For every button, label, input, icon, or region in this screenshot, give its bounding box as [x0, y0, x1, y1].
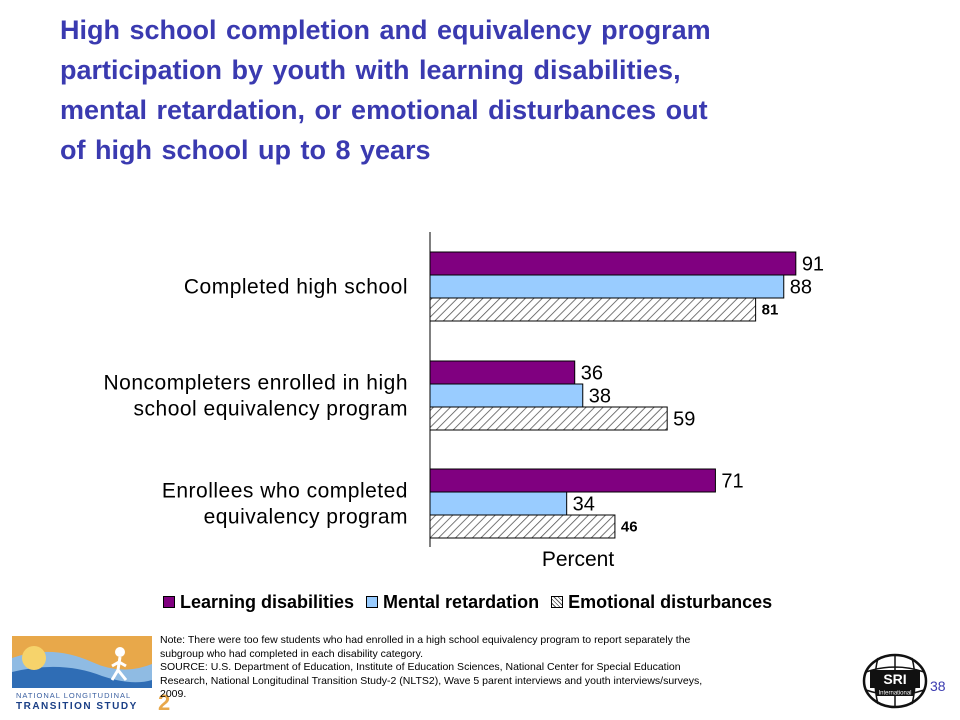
category-label: school equivalency program: [134, 398, 408, 421]
bar: [429, 491, 568, 516]
category-label: Completed high school: [184, 276, 408, 299]
x-axis-title: Percent: [542, 548, 615, 571]
logo-line2: TRANSITION STUDY: [16, 701, 138, 712]
note-line: Note: There were too few students who ha…: [160, 634, 691, 646]
data-label: 36: [581, 363, 603, 385]
legend-item-mental-retardation: Mental retardation: [366, 592, 539, 613]
sri-logo-subtext: International: [878, 691, 911, 697]
note-line: Research, National Longitudinal Transiti…: [160, 674, 703, 687]
legend-swatch: [551, 596, 564, 608]
nlts2-logo: NATIONAL LONGITUDINAL TRANSITION STUDY 2: [12, 636, 170, 712]
data-label: 59: [673, 409, 695, 431]
logo-line1: NATIONAL LONGITUDINAL: [16, 691, 131, 700]
legend-swatch: [163, 596, 175, 608]
slide-title: High school completion and equivalency p…: [60, 10, 940, 170]
sri-logo-text: SRI: [883, 671, 906, 687]
note-line: subgroup who had completed in each disab…: [160, 647, 424, 660]
bar: [429, 383, 584, 408]
logo-number: 2: [158, 690, 170, 712]
chart-note: Note: There were too few students who ha…: [160, 634, 850, 702]
bar: [429, 406, 668, 431]
sri-logo: SRI International: [862, 653, 928, 709]
title-line: of high school up to 8 years: [60, 135, 431, 165]
bar: [429, 468, 716, 493]
legend-label: Emotional disturbances: [568, 591, 773, 612]
legend-item-learning-disabilities: Learning disabilities: [163, 592, 354, 613]
note-line: SOURCE: U.S. Department of Education, In…: [160, 661, 681, 673]
title-line: participation by youth with learning dis…: [60, 55, 681, 85]
title-line: mental retardation, or emotional disturb…: [60, 95, 708, 125]
legend-label: Learning disabilities: [180, 591, 355, 612]
category-label: equivalency program: [204, 506, 408, 529]
bar: [429, 297, 757, 322]
bar: [429, 274, 785, 299]
data-label: 71: [721, 471, 743, 493]
data-label: 46: [621, 519, 638, 536]
page-number: 38: [930, 678, 946, 694]
chart-legend: Learning disabilities Mental retardation…: [163, 590, 784, 614]
data-label: 34: [573, 494, 595, 516]
legend-swatch: [366, 596, 379, 608]
data-label: 91: [802, 254, 824, 276]
bar: [429, 360, 576, 385]
category-label: Enrollees who completed: [162, 480, 408, 503]
title-line: High school completion and equivalency p…: [60, 15, 711, 45]
legend-item-emotional-disturbances: Emotional disturbances: [551, 592, 772, 613]
bar: [429, 514, 616, 539]
category-label: Noncompleters enrolled in high: [104, 372, 409, 395]
bar: [429, 251, 797, 276]
note-line: 2009.: [160, 688, 187, 700]
data-label: 88: [790, 277, 812, 299]
data-label: 81: [762, 302, 779, 319]
legend-label: Mental retardation: [383, 591, 540, 612]
data-label: 38: [589, 386, 611, 408]
